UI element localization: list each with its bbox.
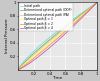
Optimal path β = 4 (64, 34, 65, 35)
Determined optimal path (ODP) (18, 69, 19, 70)
Line: Optimal path β = 2: Optimal path β = 2 (18, 2, 97, 70)
Optimal path β = 2 (89, 9, 90, 10)
Determined optimal path (ODP) (89, 8, 90, 9)
Determined optimal path (PA) (17, 69, 19, 70)
Initial path (96, 2, 98, 3)
Optimal path β = 2 (96, 2, 98, 3)
Optimal path β = 1 (64, 29, 65, 30)
Optimal path β = 4 (18, 69, 19, 70)
Optimal path β = 2 (66, 30, 67, 31)
Determined optimal path (ODP) (17, 69, 19, 70)
Optimal path β = 4 (64, 33, 66, 34)
Initial path (66, 24, 67, 25)
Optimal path β = 1 (96, 2, 98, 3)
Initial path (89, 7, 90, 8)
Line: Optimal path β = 1: Optimal path β = 1 (18, 2, 97, 70)
Optimal path β = 1 (66, 28, 67, 29)
Optimal path β = 4 (84, 15, 85, 16)
Determined optimal path (PA) (96, 2, 98, 3)
Initial path (17, 69, 19, 70)
Optimal path β = 2 (64, 31, 66, 32)
Determined optimal path (PA) (64, 28, 65, 29)
X-axis label: Time: Time (52, 76, 63, 80)
Initial path (18, 68, 19, 69)
Determined optimal path (PA) (89, 8, 90, 9)
Determined optimal path (PA) (66, 27, 67, 28)
Determined optimal path (ODP) (96, 2, 98, 3)
Optimal path β = 1 (89, 8, 90, 9)
Determined optimal path (ODP) (64, 27, 65, 28)
Determined optimal path (PA) (18, 69, 19, 70)
Determined optimal path (PA) (84, 12, 85, 13)
Optimal path β = 2 (64, 31, 65, 32)
Optimal path β = 2 (18, 69, 19, 70)
Initial path (84, 11, 85, 12)
Legend: Initial path, Determined optimal path (ODP), Determined optimal path (PA), Optim: Initial path, Determined optimal path (O… (19, 3, 72, 31)
Initial path (64, 25, 65, 26)
Initial path (64, 25, 66, 26)
Optimal path β = 1 (84, 12, 85, 13)
Line: Determined optimal path (ODP): Determined optimal path (ODP) (18, 2, 97, 70)
Optimal path β = 4 (89, 10, 90, 11)
Determined optimal path (ODP) (84, 11, 85, 12)
Line: Optimal path β = 4: Optimal path β = 4 (18, 2, 97, 70)
Optimal path β = 1 (17, 69, 19, 70)
Line: Initial path: Initial path (18, 2, 97, 70)
Y-axis label: Internal Pressure: Internal Pressure (5, 19, 9, 53)
Line: Determined optimal path (PA): Determined optimal path (PA) (18, 2, 97, 70)
Optimal path β = 2 (17, 69, 19, 70)
Optimal path β = 4 (17, 69, 19, 70)
Optimal path β = 4 (96, 2, 98, 3)
Optimal path β = 1 (64, 29, 66, 30)
Optimal path β = 4 (66, 32, 67, 33)
Determined optimal path (ODP) (64, 27, 66, 28)
Optimal path β = 2 (84, 13, 85, 14)
Optimal path β = 1 (18, 69, 19, 70)
Determined optimal path (PA) (64, 28, 66, 29)
